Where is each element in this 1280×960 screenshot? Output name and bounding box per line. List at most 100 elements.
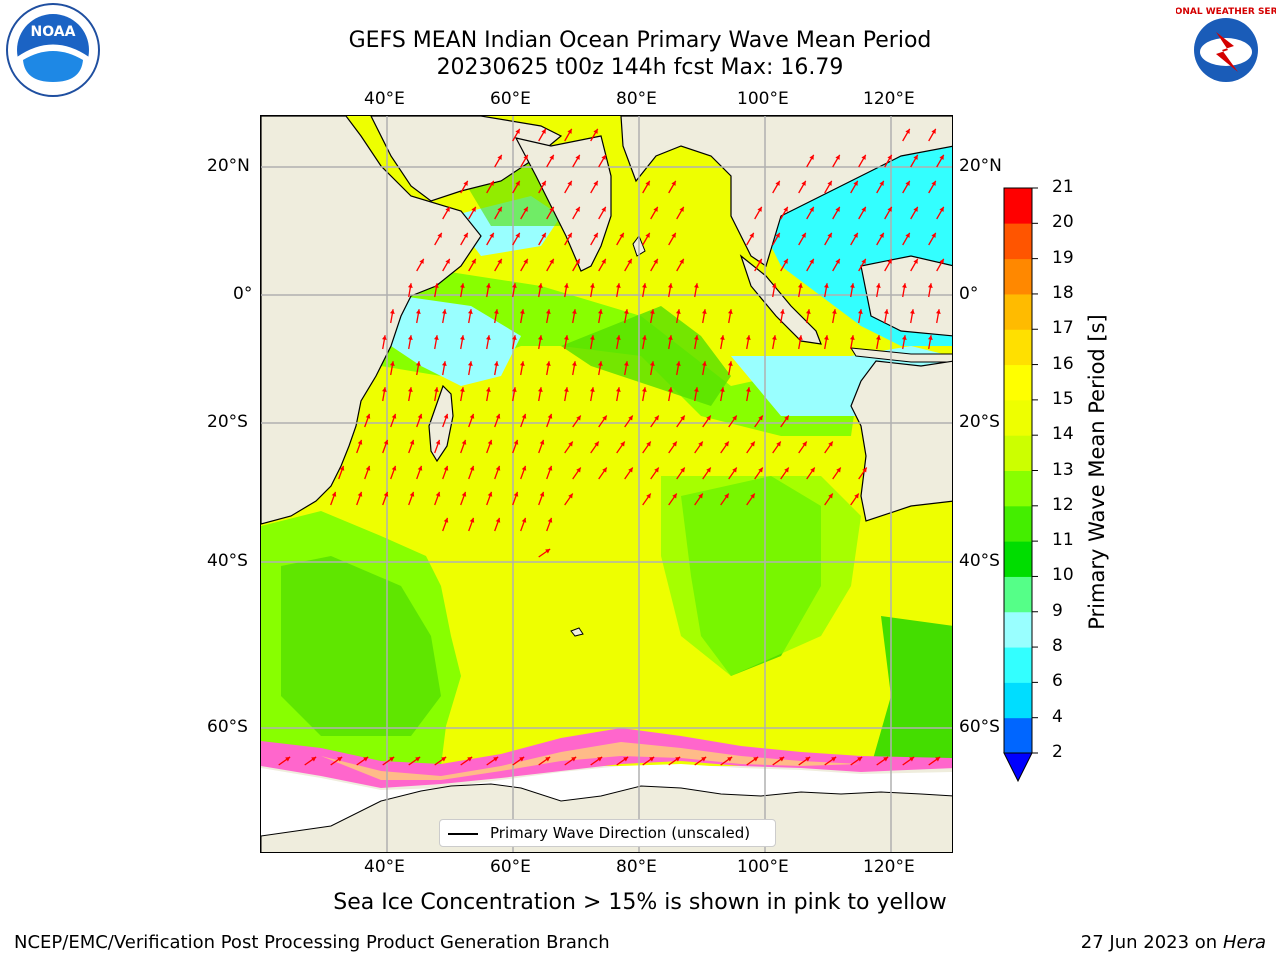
wave-arrow-head [409,491,415,497]
wave-arrow-head [601,206,606,212]
wave-arrow-head [654,415,659,421]
wave-arrow-head [523,154,528,160]
wave-arrow-head [646,493,651,499]
svg-text:NOAA: NOAA [31,24,76,40]
wave-arrow-head [616,387,621,392]
borneo [860,255,952,337]
noaa-logo: NOAA [3,2,103,102]
colorbar-segment [1004,611,1032,648]
wave-arrow-head [567,128,572,134]
wave-arrow-head [416,361,421,366]
wave-arrow-head [572,309,577,314]
lat-label-left-40s: 40°S [207,551,248,571]
wave-arrow-head [383,491,389,497]
se-asia [620,116,952,267]
wave-arrow-head [784,467,789,473]
wave-arrow-head [467,756,473,762]
wave-arrow-head [568,441,573,447]
wave-arrow-head [931,232,936,238]
colorbar-tick-label: 16 [1052,353,1074,374]
colorbar-segment [1004,576,1032,613]
wave-arrow-head [486,387,491,392]
wave-arrow-head [853,180,858,186]
wave-arrow-head [389,756,395,762]
australia [850,360,952,522]
wave-arrow-head [668,387,673,392]
wave-arrow-head [672,493,677,499]
wave-arrow-head [437,232,442,238]
svg-text:NATIONAL WEATHER SERVICE: NATIONAL WEATHER SERVICE [1176,7,1276,17]
wave-arrow-head [495,413,501,419]
wave-arrow-head [619,232,624,238]
wave-arrow-head [513,491,519,497]
footer-date: 27 Jun 2023 on Hera [1081,932,1266,953]
wave-arrow-head [547,517,553,523]
wave-arrow-head [835,206,840,212]
wave-arrow-head [810,467,815,473]
wave-arrow-head [805,756,811,762]
wave-arrow-head [676,361,681,366]
wave-arrow-head [363,756,369,762]
wave-arrow-head [497,206,502,212]
wave-arrow-head [515,180,520,186]
wave-arrow-head [468,309,473,314]
wave-arrow-head [489,180,494,186]
wave-arrow-head [913,154,918,160]
wave-arrow-head [391,413,397,419]
wave-arrow-head [469,413,475,419]
wave-arrow-head [758,467,763,473]
wave-arrow-head [469,465,475,471]
wave-arrow-head [642,387,647,392]
wave-arrow-head [523,206,528,212]
colorbar-tick-label: 8 [1052,636,1063,657]
wave-arrow-head [706,467,711,473]
wave-arrow-head [460,283,465,288]
wave-arrow-head [827,232,832,238]
colorbar-segment [1004,329,1032,366]
wave-arrow-head [567,180,572,186]
kerguelen [570,627,584,637]
zone-cyan-west [391,296,521,386]
wave-arrow-head [486,283,491,288]
wave-arrow-head [435,491,441,497]
wave-arrow-head [435,439,441,445]
wave-arrow-head [486,335,491,340]
wave-arrow-head [545,756,551,762]
wave-arrow-head [702,361,707,366]
wave-arrow-head [776,441,781,447]
wave-arrow-head [757,206,762,212]
wave-arrow-head [772,283,777,288]
wave-arrow-head [382,335,387,340]
wave-arrow-head [593,180,598,186]
colorbar-tick-label: 13 [1052,459,1074,480]
wave-arrow-head [728,361,733,366]
wave-arrow-head [434,283,439,288]
wave-arrow-head [728,309,733,314]
wave-arrow-head [862,467,867,473]
wave-arrow-head [512,335,517,340]
colorbar-tick-label: 4 [1052,706,1063,727]
wave-arrow-head [698,493,703,499]
wave-arrow-head [887,258,892,264]
lat-label-right-60s: 60°S [959,717,1000,737]
colorbar-segment [1004,223,1032,260]
wave-arrow-head [471,258,476,264]
wave-arrow-head [487,439,493,445]
wave-arrow-head [724,493,729,499]
wave-arrow-head [365,413,371,419]
wave-arrow-head [549,206,554,212]
africa [261,116,482,525]
wave-arrow-head [679,206,684,212]
wave-arrow-head [415,756,421,762]
wave-arrow-head [628,415,633,421]
footer-machine: Hera [1222,932,1266,953]
map-legend: Primary Wave Direction (unscaled) [439,819,776,847]
wave-arrow-head [575,258,580,264]
wave-arrow-head [468,361,473,366]
wave-arrow-head [285,756,291,762]
wave-arrow-head [538,283,543,288]
map-svg [261,116,952,852]
wave-arrow-head [902,283,907,288]
wave-arrow-head [758,415,763,421]
nws-logo: NATIONAL WEATHER SERVICE [1151,2,1280,102]
